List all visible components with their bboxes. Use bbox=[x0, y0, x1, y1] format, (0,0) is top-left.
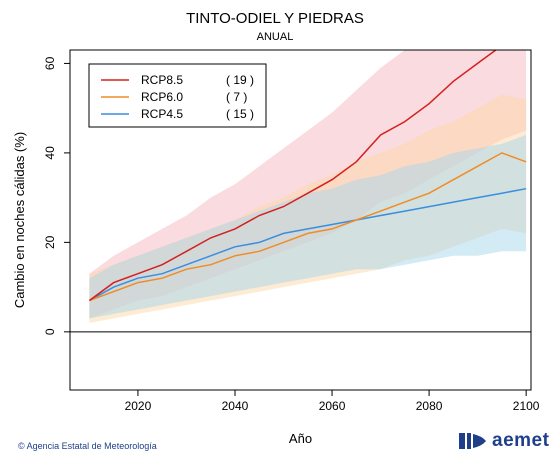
legend-count-rcp85: ( 19 ) bbox=[226, 73, 254, 87]
y-tick-label: 0 bbox=[43, 328, 57, 335]
x-axis-label: Año bbox=[289, 431, 312, 446]
footer-credit: © Agencia Estatal de Meteorología bbox=[14, 441, 157, 451]
aemet-logo-icon bbox=[459, 433, 486, 449]
x-tick-label: 2100 bbox=[513, 399, 540, 413]
legend-count-rcp45: ( 15 ) bbox=[226, 107, 254, 121]
plot-frame bbox=[69, 49, 532, 391]
x-tick-label: 2080 bbox=[416, 399, 443, 413]
legend-label-rcp60: RCP6.0 bbox=[141, 90, 183, 104]
aemet-logo: aemet bbox=[458, 430, 549, 452]
y-tick-label: 60 bbox=[43, 56, 57, 70]
x-tick-label: 2040 bbox=[222, 399, 249, 413]
chart-subtitle: ANUAL bbox=[256, 31, 294, 43]
y-axis-label: Cambio en noches cálidas (%) bbox=[12, 132, 27, 308]
legend-label-rcp85: RCP8.5 bbox=[141, 73, 183, 87]
series-line-rcp60 bbox=[89, 152, 527, 302]
x-tick-label: 2060 bbox=[319, 399, 346, 413]
logo-text: aemet bbox=[492, 430, 550, 451]
legend-box bbox=[88, 63, 267, 128]
band-rcp45 bbox=[89, 135, 527, 319]
legend-label-rcp45: RCP4.5 bbox=[141, 107, 183, 121]
y-tick-label: 40 bbox=[43, 146, 57, 160]
x-tick-label: 2020 bbox=[125, 399, 152, 413]
y-tick-label: 20 bbox=[43, 235, 57, 249]
legend-count-rcp60: ( 7 ) bbox=[226, 90, 247, 104]
credit-text: © Agencia Estatal de Meteorología bbox=[18, 441, 157, 451]
chart-title: TINTO-ODIEL Y PIEDRAS bbox=[186, 10, 364, 27]
series-line-rcp45 bbox=[89, 187, 527, 302]
series-line-rcp85 bbox=[88, 50, 498, 302]
